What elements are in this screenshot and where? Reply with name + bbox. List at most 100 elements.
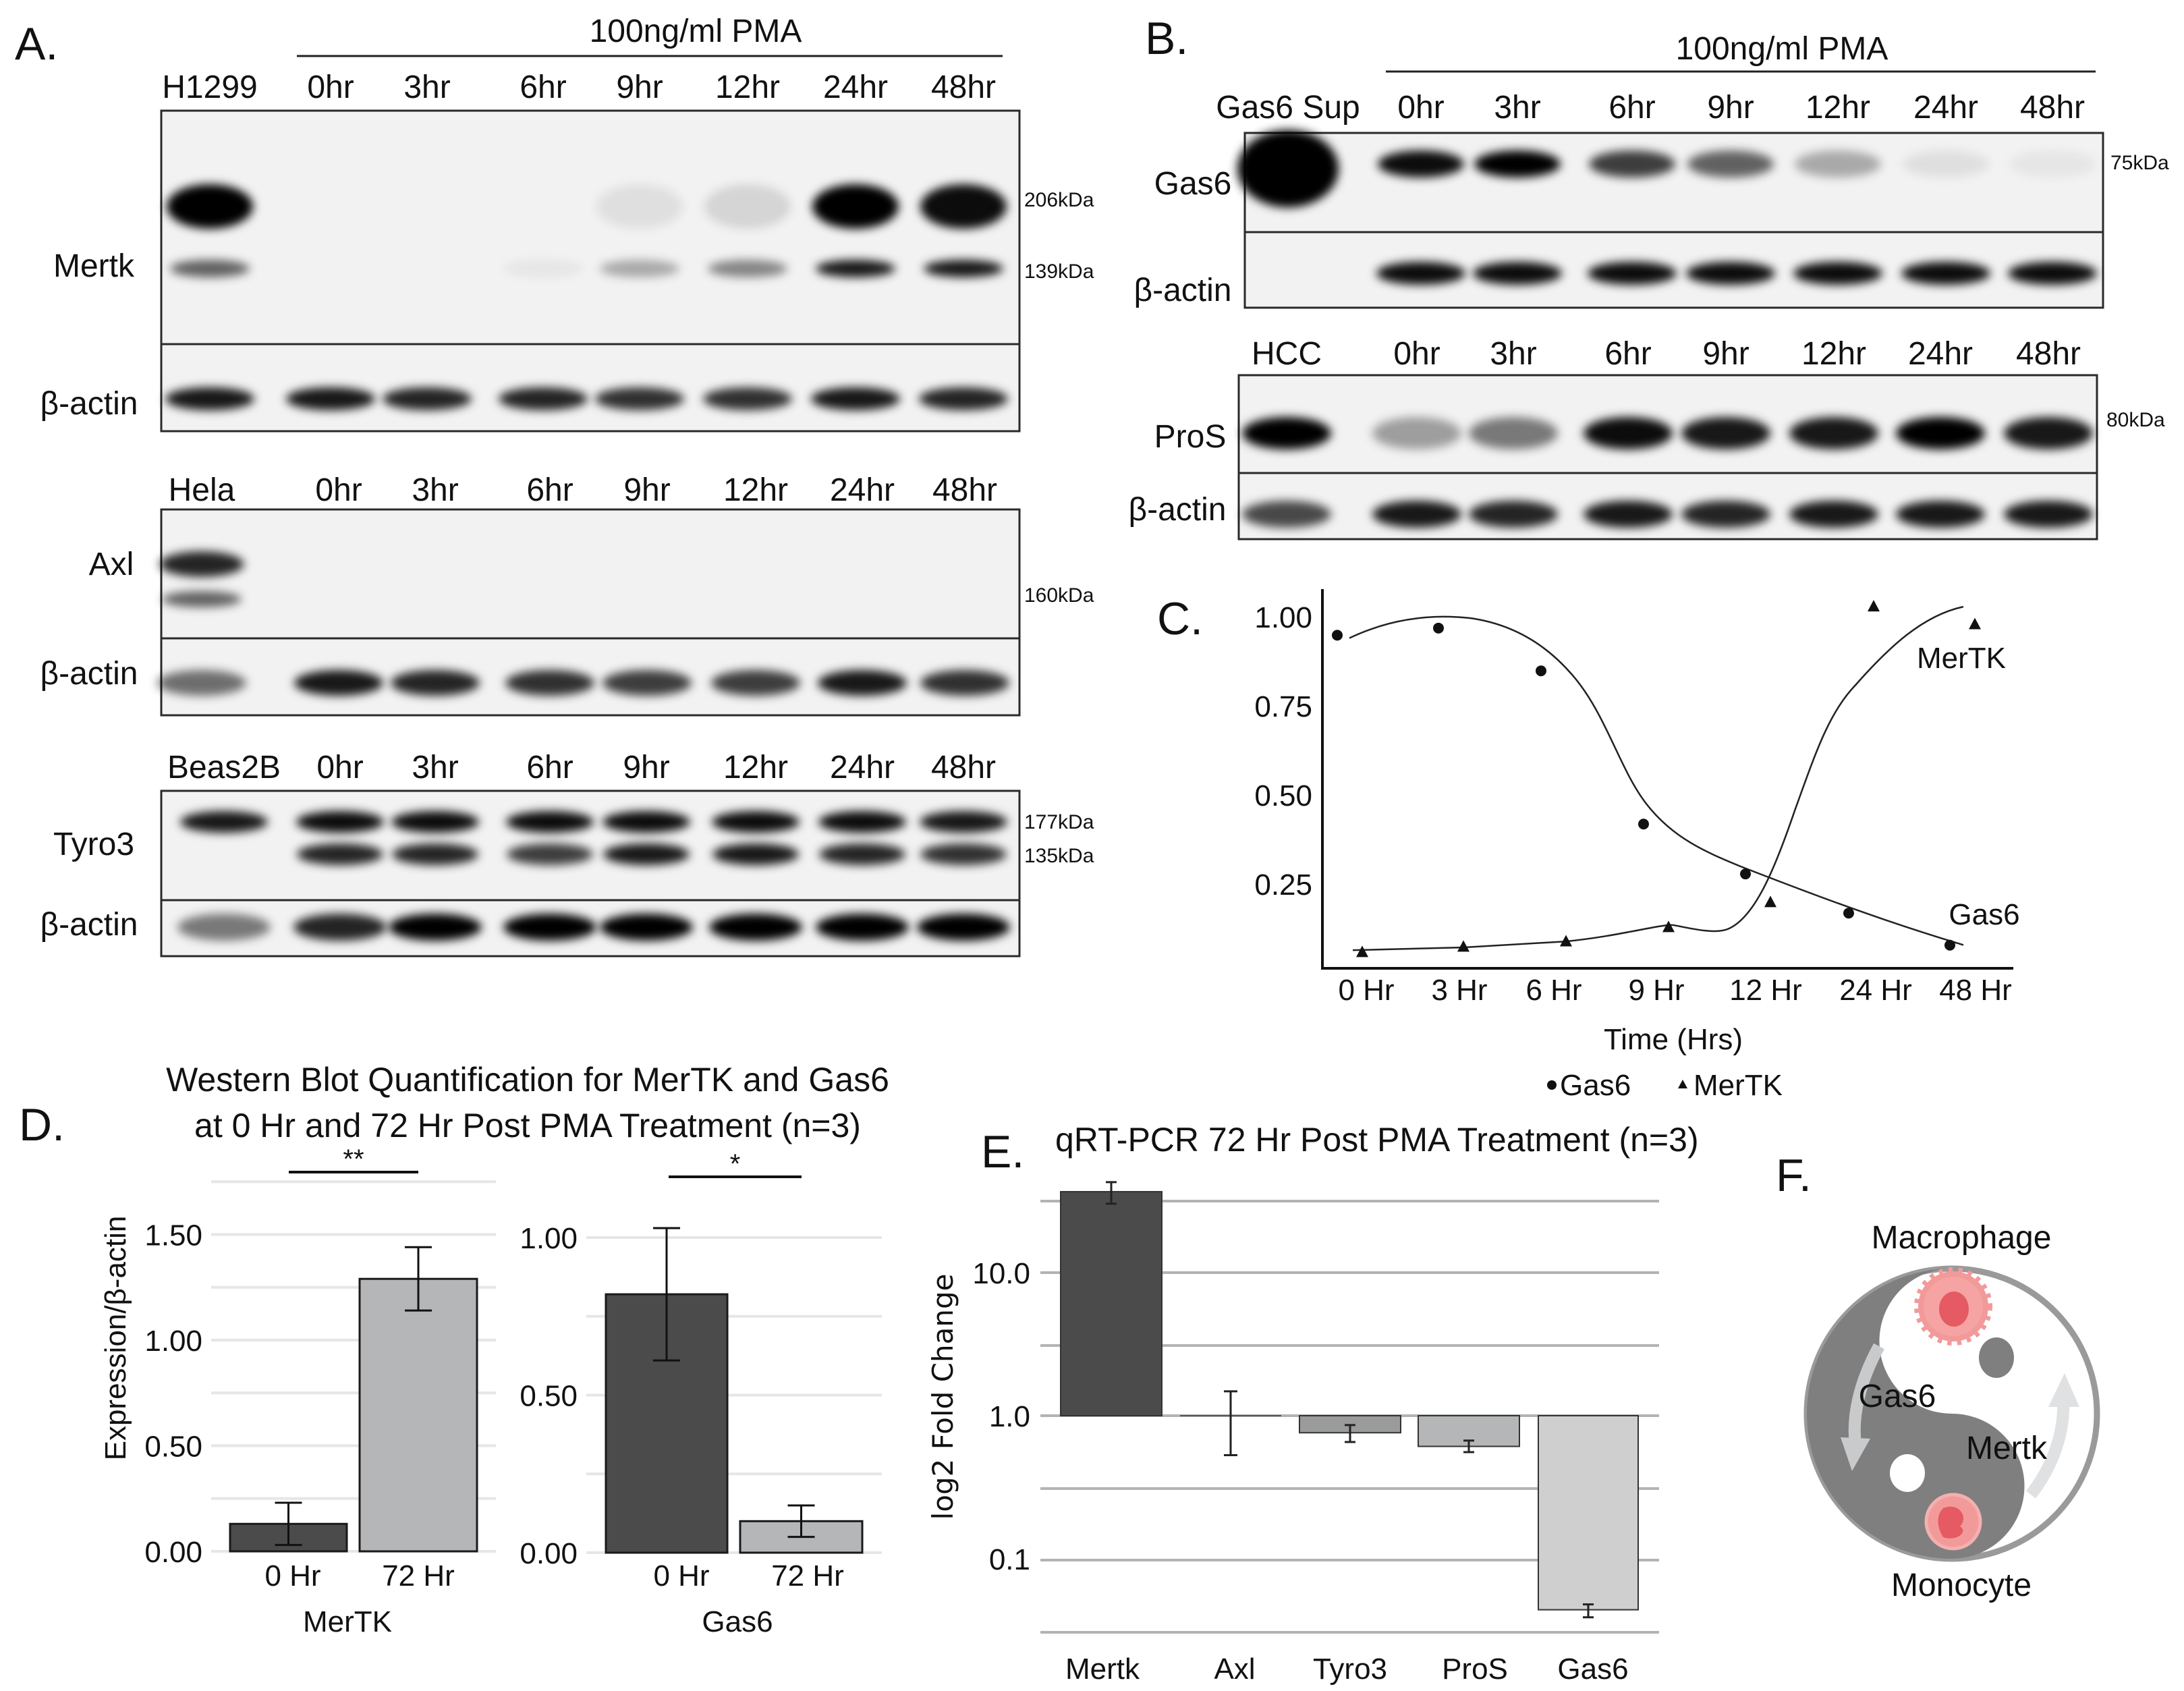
actin-band <box>165 387 254 410</box>
target-blot-membrane <box>160 789 1021 902</box>
target-band <box>506 811 594 833</box>
target-band <box>167 184 253 229</box>
monocyte-cell-icon <box>1924 1493 1982 1551</box>
actin-band <box>703 387 792 410</box>
target-protein-label: Axl <box>89 547 134 582</box>
target-band <box>1789 417 1878 449</box>
target-band <box>704 184 791 229</box>
panel-label-b: B. <box>1145 13 1188 64</box>
gas6-data-point <box>1638 819 1649 830</box>
group-label: Gas6 <box>702 1605 773 1638</box>
target-band <box>1237 130 1339 208</box>
actin-band <box>920 670 1009 696</box>
target-protein-label: Mertk <box>53 248 135 284</box>
blot-tyro3: Beas2B 0hr 3hr 6hr 9hr 12hr 24hr 48hr Tyro3 β-act… <box>40 750 1094 958</box>
panel-f-yin-yang-diagram: Macrophage Gas6 Mertk Monocyte <box>1803 1220 2100 1603</box>
target-band <box>924 260 1003 277</box>
target-band <box>603 843 690 865</box>
gas6-data-point <box>1536 665 1546 677</box>
monocyte-label: Monocyte <box>1891 1568 2032 1603</box>
lane-label: 6hr <box>520 70 566 105</box>
blot-gas6: Gas6 Sup 0hr 3hr 6hr 9hr 12hr 24hr 48hr Gas6 β-ac… <box>1134 90 2169 309</box>
target-protein-label: ProS <box>1154 419 1227 455</box>
lane-label: 12hr <box>1801 336 1866 372</box>
target-band <box>392 843 478 865</box>
mertk-data-point <box>1662 920 1675 933</box>
target-band <box>920 843 1007 865</box>
lane-label: 12hr <box>723 750 788 785</box>
mertk-data-point <box>1868 600 1880 612</box>
y-tick-label: 1.00 <box>144 1325 202 1358</box>
target-band <box>297 843 383 865</box>
target-band <box>1378 150 1464 177</box>
control-lane-label: HCC <box>1252 336 1322 372</box>
y-tick-label: 1.00 <box>520 1222 578 1255</box>
target-band <box>1589 150 1675 177</box>
loading-control-label: β-actin <box>40 656 138 692</box>
mertk-data-point <box>1457 940 1469 952</box>
x-tick-label: 0 Hr <box>653 1559 709 1592</box>
target-band <box>920 184 1007 229</box>
panel-label-d: D. <box>19 1099 65 1151</box>
lane-label: 9hr <box>616 70 663 105</box>
control-lane-label: Hela <box>169 472 235 508</box>
y-tick-label: 10.0 <box>972 1257 1030 1290</box>
actin-band <box>503 914 596 941</box>
panel-c-axes <box>1321 589 2013 970</box>
error-bar <box>1583 1603 1594 1619</box>
blot-axl: Hela 0hr 3hr 6hr 9hr 12hr 24hr 48hr Axl β-actin 16… <box>40 472 1094 717</box>
x-tick-label: Axl <box>1214 1653 1255 1686</box>
molecular-weight-label: 160kDa <box>1024 584 1094 607</box>
loading-control-label: β-actin <box>40 907 138 943</box>
target-band <box>596 184 683 229</box>
error-bar <box>1106 1181 1117 1205</box>
error-bar <box>787 1504 815 1538</box>
target-band <box>180 811 268 833</box>
lane-label: 0hr <box>307 70 354 105</box>
error-bar <box>275 1501 302 1547</box>
panel-c-xlabel: Time (Hrs) <box>1604 1023 1743 1056</box>
y-tick-label: 1.00 <box>1254 601 1312 634</box>
actin-band <box>2004 501 2093 528</box>
lane-label: 24hr <box>830 472 895 508</box>
panel-e-bar-chart: qRT-PCR 72 Hr Post PMA Treatment (n=3) l… <box>926 1121 1699 1686</box>
gas6-arrow-icon <box>1848 1343 1884 1445</box>
gas6-data-point <box>1332 630 1343 641</box>
panel-d-title-line2: at 0 Hr and 72 Hr Post PMA Treatment (n=… <box>194 1107 861 1144</box>
yin-yang-dark-half <box>1807 1269 2025 1559</box>
blot-mertk: H1299 0hr 3hr 6hr 9hr 12hr 24hr 48hr Mertk β-acti… <box>40 70 1094 433</box>
actin-band <box>1901 262 1990 285</box>
target-band <box>603 811 690 833</box>
gas6-fit-curve <box>1349 617 1963 945</box>
molecular-weight-label: 80kDa <box>2106 409 2165 431</box>
target-blot-membrane <box>1243 132 2104 233</box>
target-band <box>1795 150 1881 177</box>
actin-band <box>818 670 907 696</box>
panel-e-ylabel: log2 Fold Change <box>926 1274 959 1520</box>
target-band <box>2004 417 2093 449</box>
actin-band <box>1896 501 1985 528</box>
x-tick-label: 3 Hr <box>1431 974 1487 1007</box>
mertk-arrow-icon <box>2025 1399 2070 1499</box>
control-lane-label: Beas2B <box>167 750 281 785</box>
lane-label: 0hr <box>1397 90 1444 126</box>
target-band <box>1474 150 1561 177</box>
target-band <box>1372 417 1461 449</box>
bar-gas6 <box>1538 1415 1639 1611</box>
actin-band <box>709 914 802 941</box>
actin-band <box>294 670 383 696</box>
x-tick-label: Mertk <box>1065 1653 1140 1686</box>
lane-label: 9hr <box>623 472 670 508</box>
legend-triangle-marker <box>1678 1080 1687 1088</box>
loading-control-label: β-actin <box>40 386 138 422</box>
y-tick-label: 0.75 <box>1254 690 1312 723</box>
lane-label: 9hr <box>623 750 669 785</box>
x-tick-label: 48 Hr <box>1939 974 2012 1007</box>
target-band <box>1469 417 1558 449</box>
target-protein-label: Tyro3 <box>53 827 134 862</box>
y-tick-label: 0.00 <box>144 1536 202 1569</box>
molecular-weight-label: 75kDa <box>2110 152 2169 174</box>
actin-band <box>1686 262 1775 285</box>
lane-label: 12hr <box>723 472 788 508</box>
macrophage-cell-icon <box>1914 1267 1992 1346</box>
